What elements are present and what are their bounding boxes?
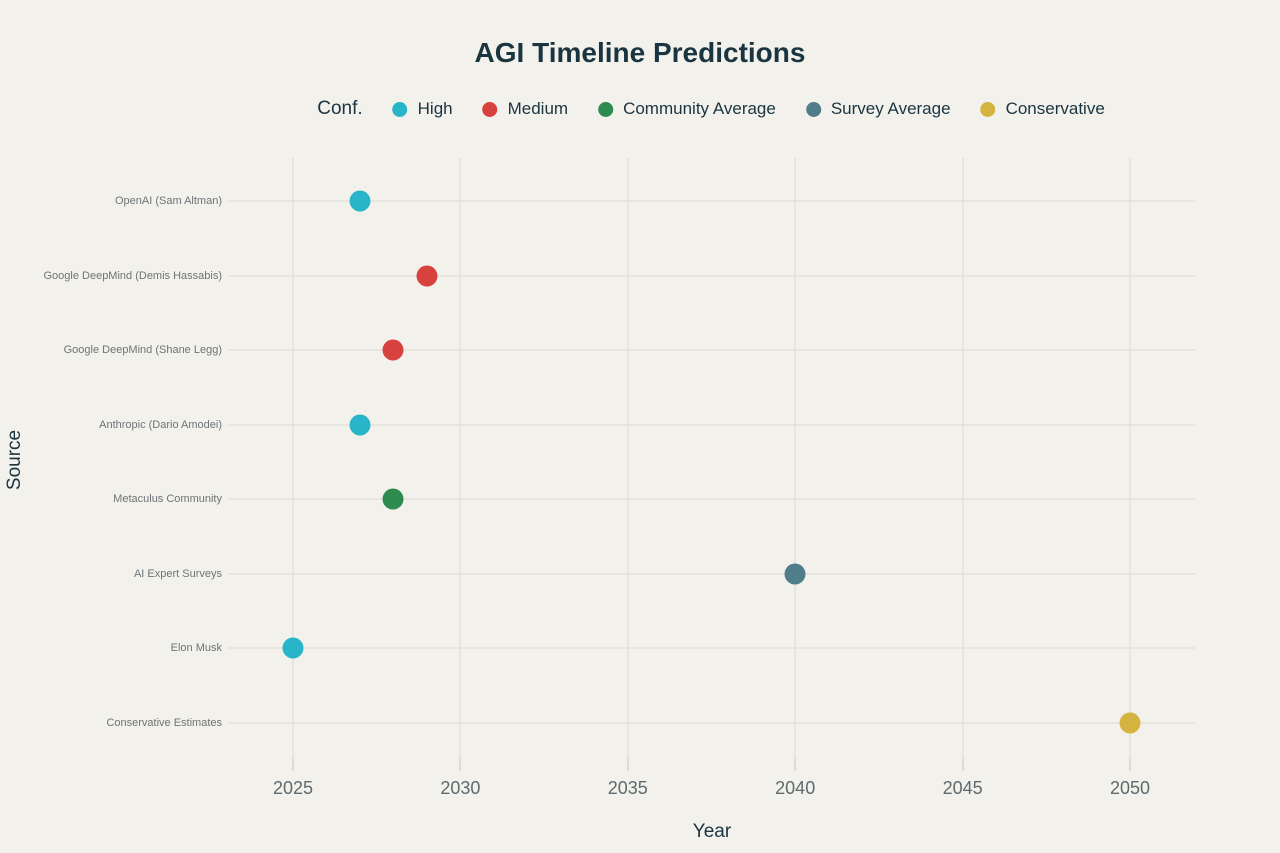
data-point[interactable] — [382, 339, 404, 361]
x-gridline — [627, 158, 629, 758]
category-label: Metaculus Community — [113, 493, 222, 506]
category-label: Anthropic (Dario Amodei) — [99, 418, 222, 431]
x-tick-mark — [794, 758, 796, 771]
y-gridline — [228, 424, 1195, 426]
y-gridline — [228, 647, 1195, 649]
y-gridline — [228, 573, 1195, 575]
x-tick-mark — [627, 758, 629, 771]
legend-entries: High Medium Community Average Survey Averag… — [392, 99, 1105, 119]
data-point[interactable] — [1119, 712, 1141, 734]
y-gridline — [228, 200, 1195, 202]
legend-entry-label: Medium — [507, 99, 569, 118]
category-label: Elon Musk — [170, 642, 222, 655]
legend-entry-community-average[interactable]: Community Average — [598, 99, 776, 119]
data-point[interactable] — [282, 637, 304, 659]
category-label: AI Expert Surveys — [133, 567, 222, 580]
x-tick-mark — [962, 758, 964, 771]
x-gridline — [1129, 158, 1131, 758]
legend-title: Conf. — [317, 98, 363, 119]
legend-entry-label: Conservative — [1005, 99, 1105, 118]
x-tick-mark — [459, 758, 461, 771]
data-point[interactable] — [349, 190, 371, 212]
x-tick-label: 2040 — [775, 778, 816, 798]
x-tick-label: 2025 — [272, 778, 314, 798]
legend-entry-conservative[interactable]: Conservative — [980, 99, 1105, 119]
data-point[interactable] — [349, 414, 371, 436]
legend-dot-icon — [482, 101, 498, 117]
x-tick-mark — [1129, 758, 1131, 771]
y-axis-title: Source — [4, 429, 25, 491]
y-gridline — [228, 275, 1195, 277]
category-label: OpenAI (Sam Altman) — [115, 195, 222, 207]
x-gridline — [292, 158, 294, 758]
data-point[interactable] — [416, 265, 438, 287]
x-tick-mark — [292, 758, 294, 771]
x-tick-label: 2045 — [942, 778, 983, 798]
y-gridline — [228, 349, 1195, 351]
x-tick-label: 2035 — [607, 778, 648, 798]
x-tick-label: 2050 — [1109, 778, 1151, 798]
legend-entry-survey-average[interactable]: Survey Average — [805, 99, 951, 119]
legend: Conf. High Medium Community Average Survey … — [317, 98, 1105, 120]
legend-dot-icon — [598, 101, 614, 117]
y-gridline — [228, 498, 1195, 500]
legend-dot-icon — [980, 101, 996, 117]
data-point[interactable] — [382, 488, 404, 510]
legend-entry-high[interactable]: High — [392, 99, 453, 119]
category-label: Conservative Estimates — [106, 716, 222, 729]
legend-entry-label: Survey Average — [830, 99, 951, 118]
x-gridline — [962, 158, 964, 758]
category-label: Google DeepMind (Demis Hassabis) — [43, 269, 222, 282]
legend-dot-icon — [392, 101, 408, 117]
x-gridline — [794, 158, 796, 758]
legend-entry-label: High — [417, 99, 453, 118]
legend-entry-label: Community Average — [623, 99, 776, 118]
chart-title: AGI Timeline Predictions — [474, 37, 806, 68]
category-label: Google DeepMind (Shane Legg) — [63, 344, 222, 357]
y-gridline — [228, 722, 1195, 724]
x-tick-label: 2030 — [440, 778, 481, 798]
legend-entry-medium[interactable]: Medium — [482, 99, 569, 119]
legend-dot-icon — [805, 101, 821, 117]
x-gridline — [459, 158, 461, 758]
data-point[interactable] — [784, 563, 806, 585]
x-axis-title: Year — [692, 821, 732, 842]
